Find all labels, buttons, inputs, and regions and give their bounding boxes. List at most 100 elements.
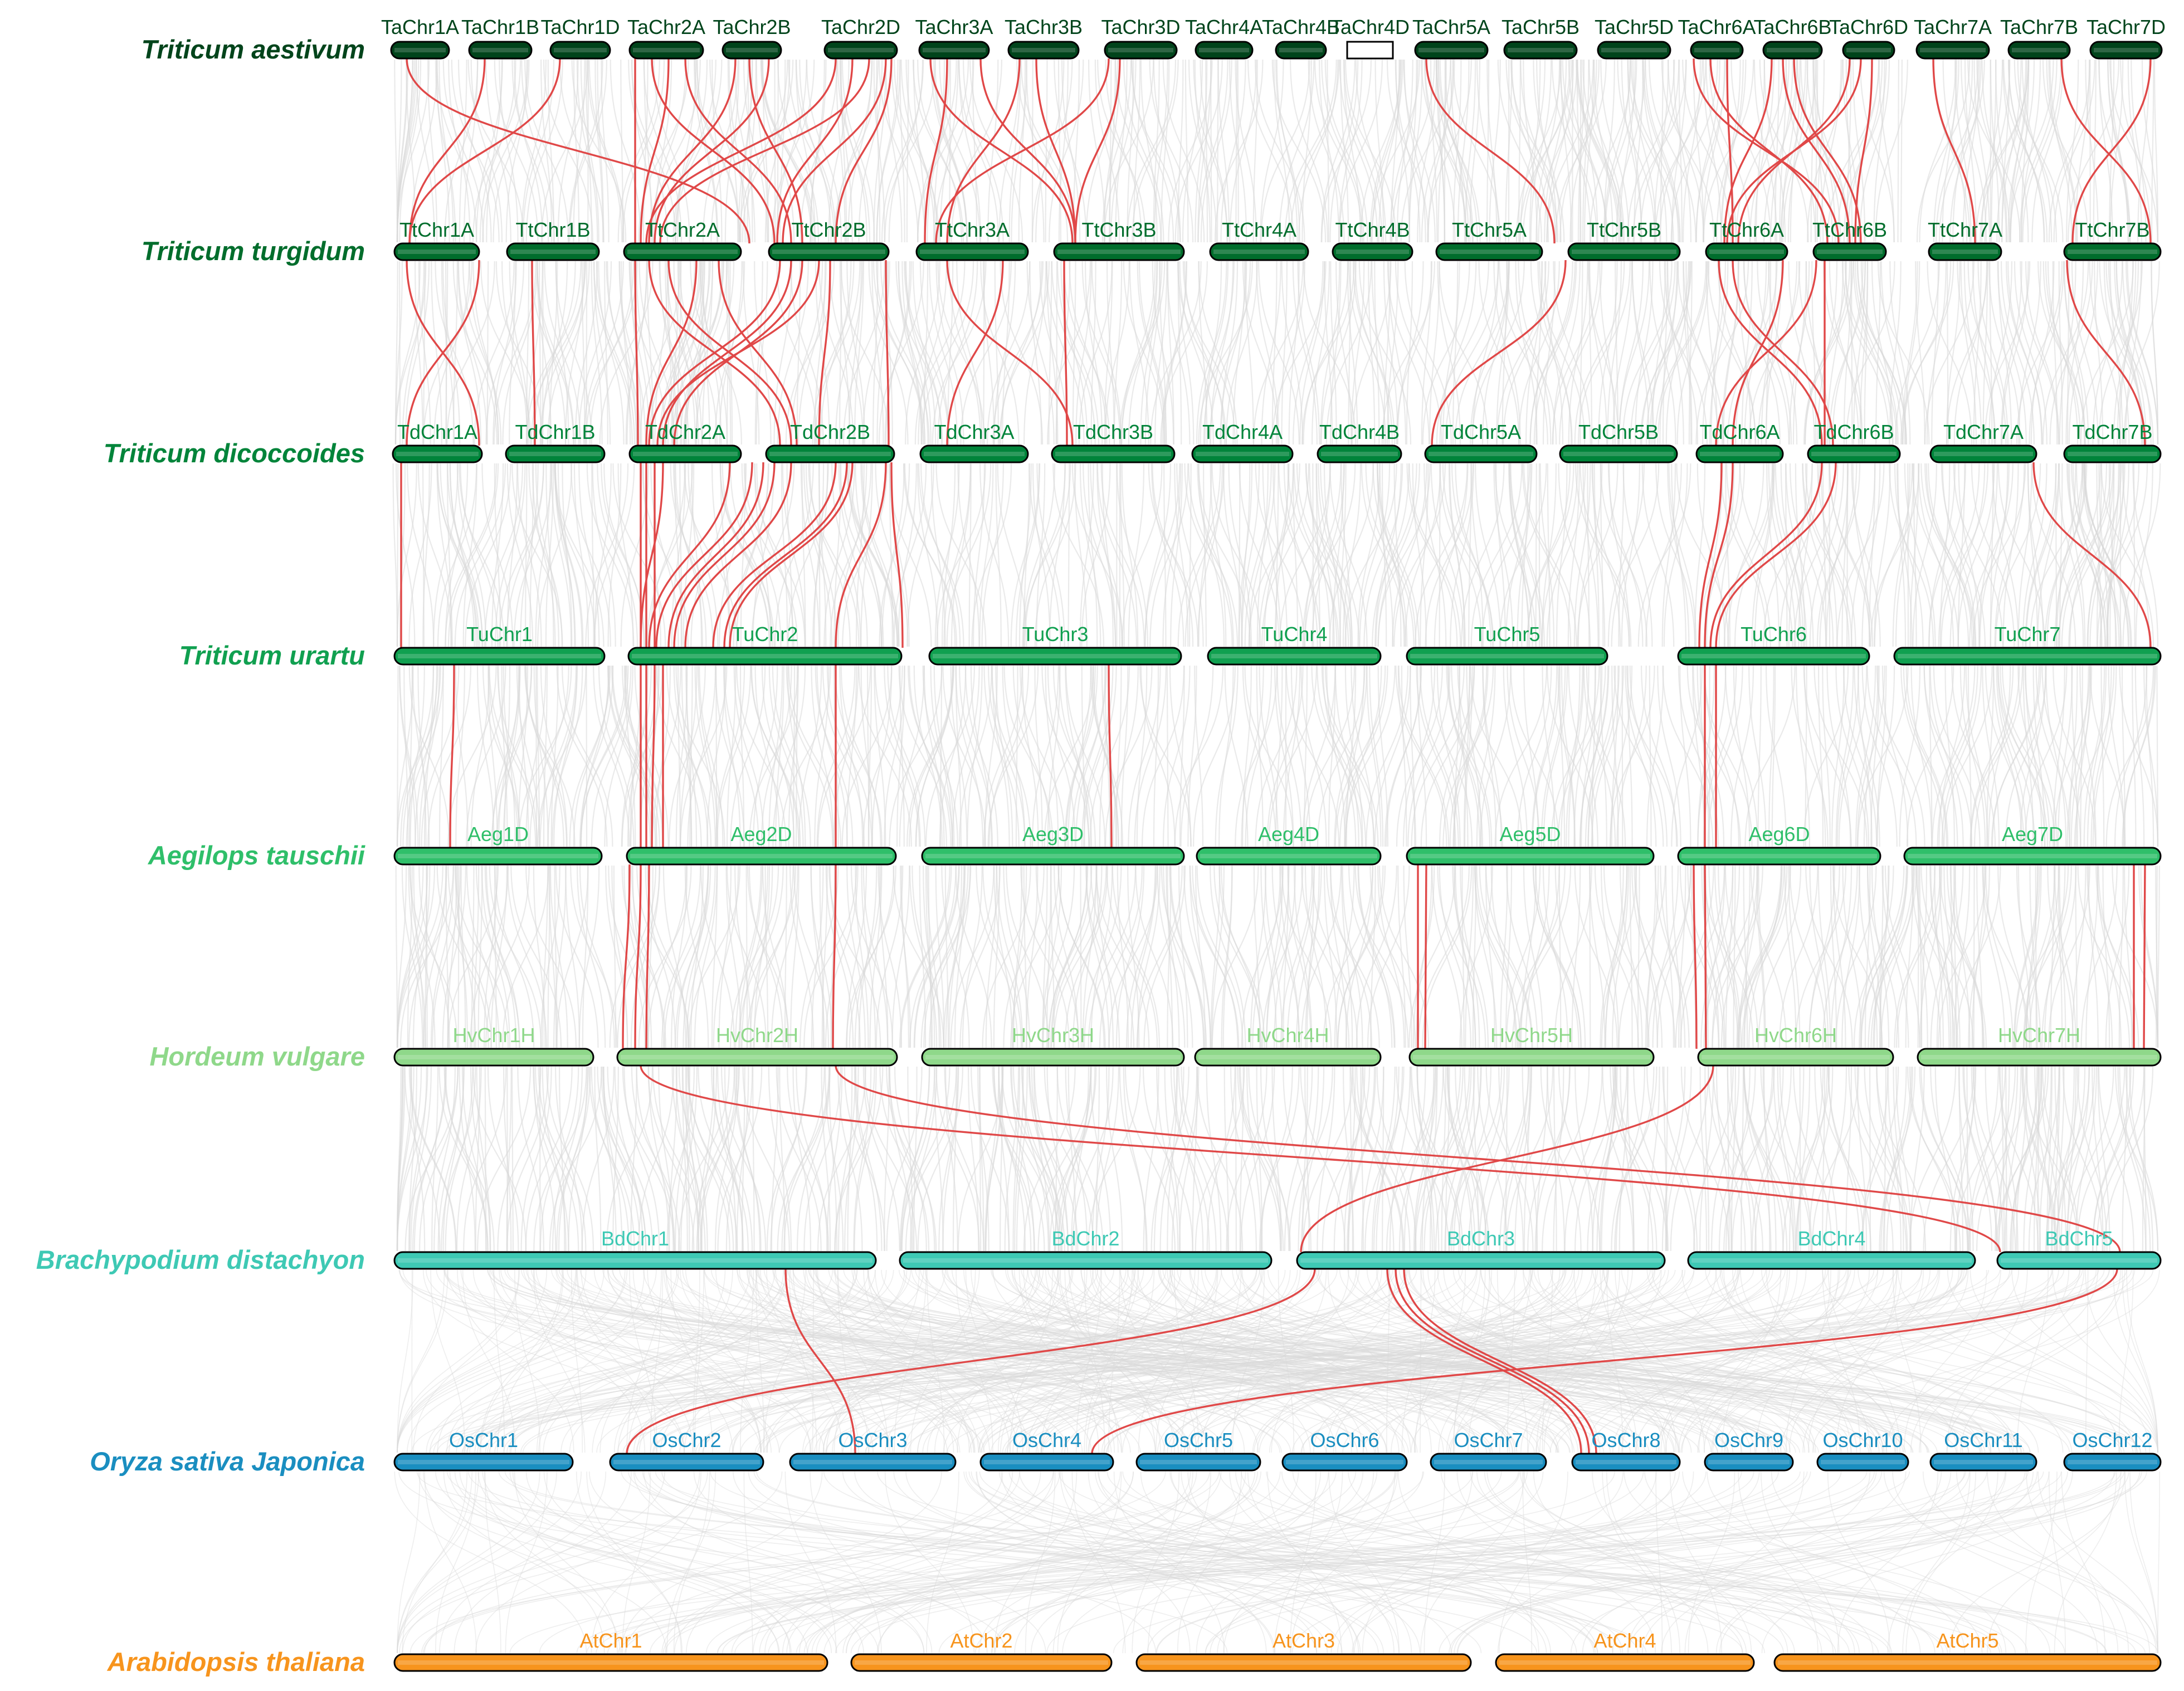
synteny-link — [1602, 1471, 1672, 1654]
highlighted-gene-link — [406, 58, 750, 244]
synteny-link — [1976, 1066, 2027, 1252]
synteny-link — [792, 665, 796, 847]
synteny-link — [1225, 261, 1258, 445]
synteny-link — [1520, 1269, 1717, 1453]
synteny-link — [1363, 463, 1403, 647]
chromosome-bar-sheen — [1572, 250, 1676, 254]
synteny-link — [1061, 1471, 1361, 1654]
synteny-link — [1184, 59, 1189, 243]
synteny-link — [992, 1269, 1928, 1453]
synteny-link — [457, 261, 488, 445]
synteny-link — [1341, 865, 1353, 1048]
chromosome-label: OsChr5 — [1164, 1429, 1233, 1451]
synteny-link — [725, 1066, 753, 1252]
synteny-link — [1302, 463, 1342, 647]
synteny-link — [1657, 261, 1708, 445]
synteny-link — [1242, 261, 1279, 445]
synteny-link — [396, 1066, 422, 1252]
synteny-link — [1152, 261, 1174, 445]
synteny-link — [455, 865, 509, 1048]
synteny-link — [525, 665, 547, 847]
synteny-link — [725, 865, 742, 1048]
synteny-link — [1661, 59, 1715, 243]
synteny-link — [1060, 261, 1088, 445]
synteny-link — [1167, 1269, 1400, 1453]
synteny-link — [1963, 1066, 1993, 1252]
synteny-link — [474, 1269, 894, 1453]
synteny-link — [952, 665, 980, 847]
synteny-link — [466, 1269, 1661, 1453]
synteny-link — [1533, 1471, 1709, 1654]
synteny-link — [1497, 1471, 1694, 1654]
synteny-link — [1604, 59, 1637, 243]
synteny-link — [403, 665, 409, 847]
synteny-link — [867, 1269, 1156, 1453]
synteny-link — [1075, 261, 1092, 445]
synteny-link — [917, 1269, 1222, 1453]
synteny-link — [2029, 865, 2038, 1048]
synteny-link — [979, 463, 1010, 647]
synteny-link — [1007, 1269, 1557, 1453]
synteny-link — [680, 665, 728, 847]
synteny-link — [2086, 665, 2107, 847]
synteny-link — [585, 59, 592, 243]
synteny-link — [787, 463, 829, 647]
synteny-link — [1127, 59, 1177, 243]
synteny-link — [854, 261, 864, 445]
synteny-link — [1337, 865, 1384, 1048]
synteny-link — [2124, 1471, 2158, 1654]
synteny-link — [792, 1269, 869, 1453]
synteny-link — [741, 865, 769, 1048]
synteny-link — [1720, 59, 1744, 243]
synteny-link — [816, 1269, 990, 1453]
synteny-link — [2100, 463, 2154, 647]
highlighted-gene-link — [640, 58, 670, 244]
synteny-link — [930, 665, 953, 847]
synteny-link — [992, 1269, 1259, 1453]
synteny-link — [543, 1269, 784, 1453]
synteny-link — [1530, 1269, 1880, 1453]
synteny-link — [1278, 463, 1321, 647]
synteny-link — [815, 1269, 1611, 1453]
synteny-link — [1852, 261, 1866, 445]
synteny-link — [510, 865, 562, 1048]
synteny-link — [597, 59, 604, 243]
highlighted-gene-link — [408, 58, 486, 244]
synteny-link — [554, 463, 584, 647]
synteny-link — [1542, 261, 1556, 445]
synteny-link — [2093, 59, 2097, 243]
synteny-link — [1795, 463, 1806, 647]
chromosome-bar — [393, 242, 480, 261]
synteny-link — [577, 865, 606, 1048]
synteny-link — [1864, 261, 1869, 445]
synteny-link — [1156, 1471, 1965, 1654]
synteny-link — [617, 1269, 786, 1453]
synteny-link — [1482, 665, 1497, 847]
synteny-link — [1704, 665, 1740, 847]
synteny-link — [1028, 1269, 1360, 1453]
synteny-link — [837, 1269, 852, 1453]
synteny-link — [1797, 1066, 1811, 1252]
synteny-link — [1603, 1269, 1884, 1453]
synteny-link — [952, 1066, 957, 1252]
synteny-link — [1190, 1269, 1692, 1453]
synteny-link — [2114, 1066, 2159, 1252]
synteny-link — [664, 261, 711, 445]
synteny-link — [1060, 1471, 1191, 1654]
synteny-link — [1607, 463, 1644, 647]
synteny-link — [768, 1066, 792, 1252]
synteny-link — [1878, 261, 1930, 445]
synteny-link — [424, 1471, 477, 1654]
synteny-link — [2009, 59, 2027, 243]
synteny-link — [642, 59, 649, 243]
highlighted-gene-link — [662, 260, 792, 446]
synteny-link — [462, 1269, 1098, 1453]
synteny-link — [1652, 865, 1679, 1048]
chromosome-label: TdChr1A — [397, 421, 477, 443]
synteny-link — [629, 1269, 658, 1453]
synteny-link — [1171, 1269, 2095, 1453]
synteny-link — [979, 463, 994, 647]
synteny-link — [1946, 865, 1984, 1048]
synteny-link — [789, 1269, 817, 1453]
synteny-link — [621, 865, 666, 1048]
